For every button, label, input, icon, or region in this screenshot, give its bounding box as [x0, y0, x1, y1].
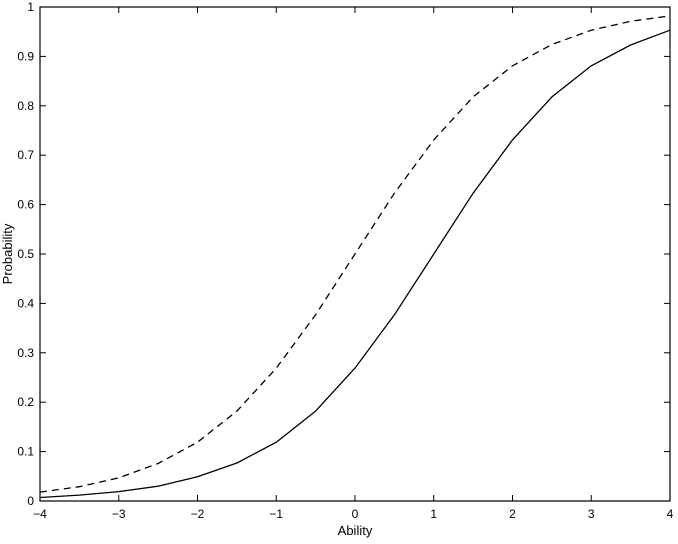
- y-tick-label: 0.4: [17, 296, 34, 310]
- x-tick-label: −3: [112, 507, 126, 521]
- y-tick-label: 0.3: [17, 346, 34, 360]
- solid-series-line: [39, 29, 671, 499]
- x-tick-label: −4: [33, 507, 47, 521]
- x-tick-label: 3: [588, 507, 595, 521]
- y-tick-label: 0.7: [17, 148, 34, 162]
- tick-labels: −4 −3 −2 −1 0 1 2 3 4 0 0.1 0.2 0.3 0.4 0.5 0.6 0.7 0.8 0.…: [17, 0, 673, 521]
- x-tick-label: −1: [269, 507, 283, 521]
- x-tick-label: −2: [191, 507, 205, 521]
- x-tick-label: 1: [430, 507, 437, 521]
- y-axis-label: Probability: [0, 223, 15, 284]
- series-lines: [39, 15, 671, 499]
- y-tick-label: 0.8: [17, 99, 34, 113]
- x-tick-label: 0: [352, 507, 359, 521]
- dashed-series-line: [39, 15, 671, 493]
- y-tick-label: 0: [27, 494, 34, 508]
- x-axis-label: Ability: [338, 523, 373, 538]
- x-tick-label: 2: [509, 507, 516, 521]
- y-tick-label: 1: [27, 0, 34, 14]
- plot-frame: [39, 6, 671, 502]
- y-tick-label: 0.6: [17, 198, 34, 212]
- x-tick-label: 4: [667, 507, 674, 521]
- y-tick-label: 0.1: [17, 445, 34, 459]
- y-tick-label: 0.5: [17, 247, 34, 261]
- y-tick-label: 0.9: [17, 49, 34, 63]
- y-tick-label: 0.2: [17, 395, 34, 409]
